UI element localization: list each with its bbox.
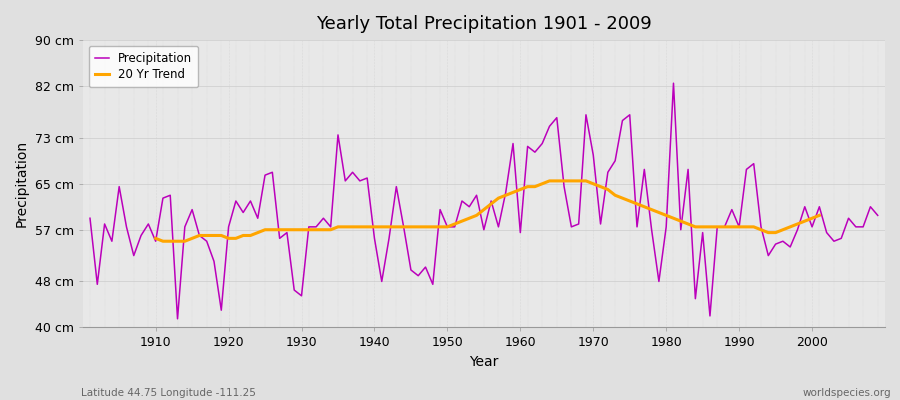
X-axis label: Year: Year <box>469 355 499 369</box>
20 Yr Trend <box>653 210 664 215</box>
20 Yr Trend <box>814 213 824 218</box>
Precipitation <box>172 316 183 321</box>
20 Yr Trend <box>150 236 161 241</box>
Precipitation <box>143 222 154 226</box>
20 Yr Trend <box>690 224 701 229</box>
20 Yr Trend <box>559 178 570 183</box>
20 Yr Trend <box>683 222 694 226</box>
Text: Latitude 44.75 Longitude -111.25: Latitude 44.75 Longitude -111.25 <box>81 388 256 398</box>
Precipitation <box>609 158 620 163</box>
Precipitation <box>355 178 365 183</box>
Precipitation <box>668 81 679 86</box>
20 Yr Trend <box>544 178 555 183</box>
Line: 20 Yr Trend: 20 Yr Trend <box>156 181 819 241</box>
20 Yr Trend <box>719 224 730 229</box>
Line: Precipitation: Precipitation <box>90 83 878 319</box>
Precipitation <box>310 224 321 229</box>
Y-axis label: Precipitation: Precipitation <box>15 140 29 227</box>
Title: Yearly Total Precipitation 1901 - 2009: Yearly Total Precipitation 1901 - 2009 <box>316 15 652 33</box>
20 Yr Trend <box>158 239 168 244</box>
Precipitation <box>515 230 526 235</box>
Legend: Precipitation, 20 Yr Trend: Precipitation, 20 Yr Trend <box>88 46 198 87</box>
Precipitation <box>522 144 533 149</box>
Text: worldspecies.org: worldspecies.org <box>803 388 891 398</box>
Precipitation <box>872 213 883 218</box>
Precipitation <box>85 216 95 221</box>
20 Yr Trend <box>698 224 708 229</box>
